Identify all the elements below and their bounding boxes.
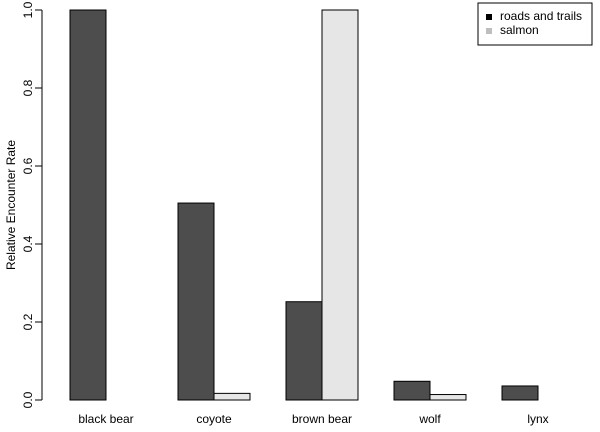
legend-box	[477, 2, 593, 46]
bar	[321, 9, 359, 401]
x-tick-label: black bear	[78, 412, 133, 426]
y-tick-label: 0.8	[21, 79, 35, 96]
x-tick-label: coyote	[196, 412, 232, 426]
bar	[285, 301, 323, 401]
bar	[213, 392, 251, 401]
legend-label: roads and trails	[500, 9, 582, 23]
y-tick-label: 1.0	[21, 1, 35, 18]
legend-swatch	[486, 14, 492, 20]
bar	[501, 385, 539, 401]
y-tick-label: 0.0	[21, 391, 35, 408]
y-tick-label: 0.2	[21, 313, 35, 330]
legend-label: salmon	[500, 23, 539, 37]
legend-swatch	[486, 28, 492, 34]
y-tick-label: 0.6	[21, 157, 35, 174]
x-tick-label: wolf	[418, 412, 441, 426]
y-tick-label: 0.4	[21, 235, 35, 252]
bar	[177, 202, 215, 401]
y-axis-label: Relative Encounter Rate	[4, 140, 18, 270]
bar	[69, 9, 107, 401]
x-tick-label: brown bear	[292, 412, 352, 426]
bar	[393, 380, 431, 401]
x-tick-label: lynx	[527, 412, 548, 426]
bar	[429, 394, 467, 401]
